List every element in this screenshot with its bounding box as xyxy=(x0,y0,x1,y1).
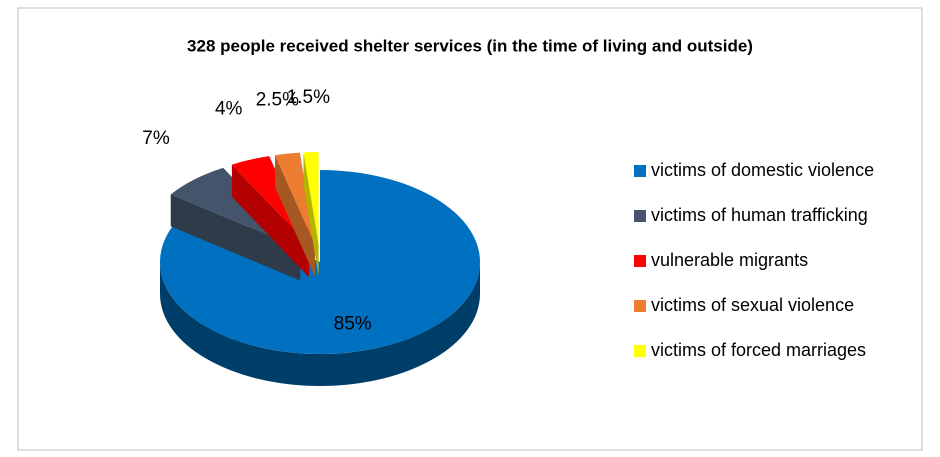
legend-swatch xyxy=(634,255,646,267)
legend-swatch xyxy=(634,300,646,312)
slice-side xyxy=(303,152,319,277)
pie xyxy=(160,152,480,386)
data-label: 85% xyxy=(334,313,372,334)
data-label: 4% xyxy=(215,99,243,120)
slice-wall xyxy=(160,262,480,386)
slice xyxy=(275,152,315,245)
legend-label: victims of domestic violence xyxy=(651,160,874,180)
chart-title: 328 people received shelter services (in… xyxy=(187,36,753,55)
slice xyxy=(160,170,480,354)
data-label: 2.5% xyxy=(256,89,299,110)
legend-swatch xyxy=(634,210,646,222)
data-label: 7% xyxy=(142,128,170,149)
slice xyxy=(303,152,319,245)
slice-side xyxy=(231,164,309,278)
legend-swatch xyxy=(634,345,646,357)
slice-side xyxy=(275,155,315,277)
legend-swatch xyxy=(634,165,646,177)
chart-frame xyxy=(17,7,923,451)
legend-label: victims of sexual violence xyxy=(651,295,854,315)
legend-label: vulnerable migrants xyxy=(651,250,808,270)
legend-label: victims of human trafficking xyxy=(651,205,868,225)
slice xyxy=(231,156,309,246)
slice-side xyxy=(170,194,301,281)
data-label: 1.5% xyxy=(287,87,330,108)
legend-label: victims of forced marriages xyxy=(651,340,866,360)
